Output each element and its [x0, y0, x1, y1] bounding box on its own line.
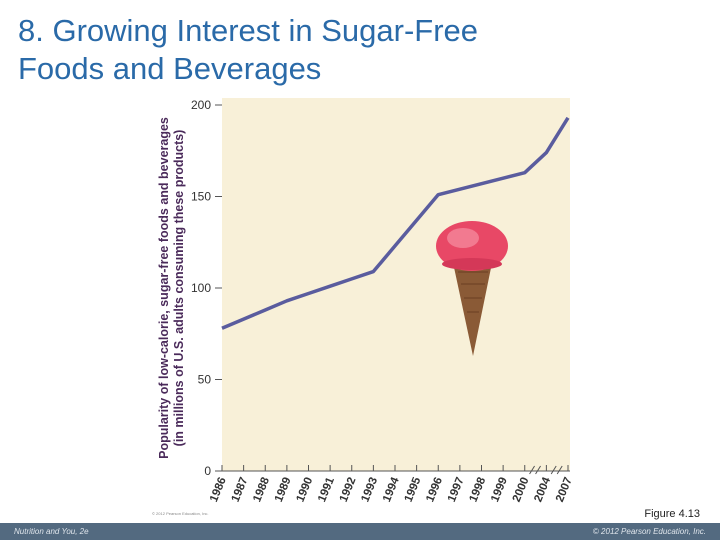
axis-break [529, 465, 541, 475]
y-tick-label: 50 [198, 373, 212, 387]
y-axis-title: Popularity of low-calorie, sugar-free fo… [157, 117, 171, 459]
y-tick-label: 100 [191, 281, 211, 295]
slide-title: 8. Growing Interest in Sugar-Free Foods a… [18, 12, 478, 88]
footer-right: © 2012 Pearson Education, Inc. [592, 527, 706, 536]
footer-bar: Nutrition and You, 2e © 2012 Pearson Edu… [0, 523, 720, 540]
figure-label: Figure 4.13 [644, 508, 700, 520]
plot-area [222, 98, 570, 471]
data-line [221, 116, 570, 330]
y-tick-label: 0 [204, 464, 211, 478]
credit: © 2012 Pearson Education, Inc. [152, 511, 209, 516]
title-line: 8. Growing Interest in Sugar-Free [18, 13, 479, 48]
ice-cream [436, 221, 508, 356]
y-tick-label: 200 [191, 98, 211, 112]
y-axis-title: (in millions of U.S. adults consuming th… [172, 130, 186, 447]
axis-break [550, 465, 563, 475]
y-tick-label: 150 [191, 190, 211, 204]
title-line: Foods and Beverages [18, 51, 322, 86]
footer-left: Nutrition and You, 2e [14, 527, 89, 536]
